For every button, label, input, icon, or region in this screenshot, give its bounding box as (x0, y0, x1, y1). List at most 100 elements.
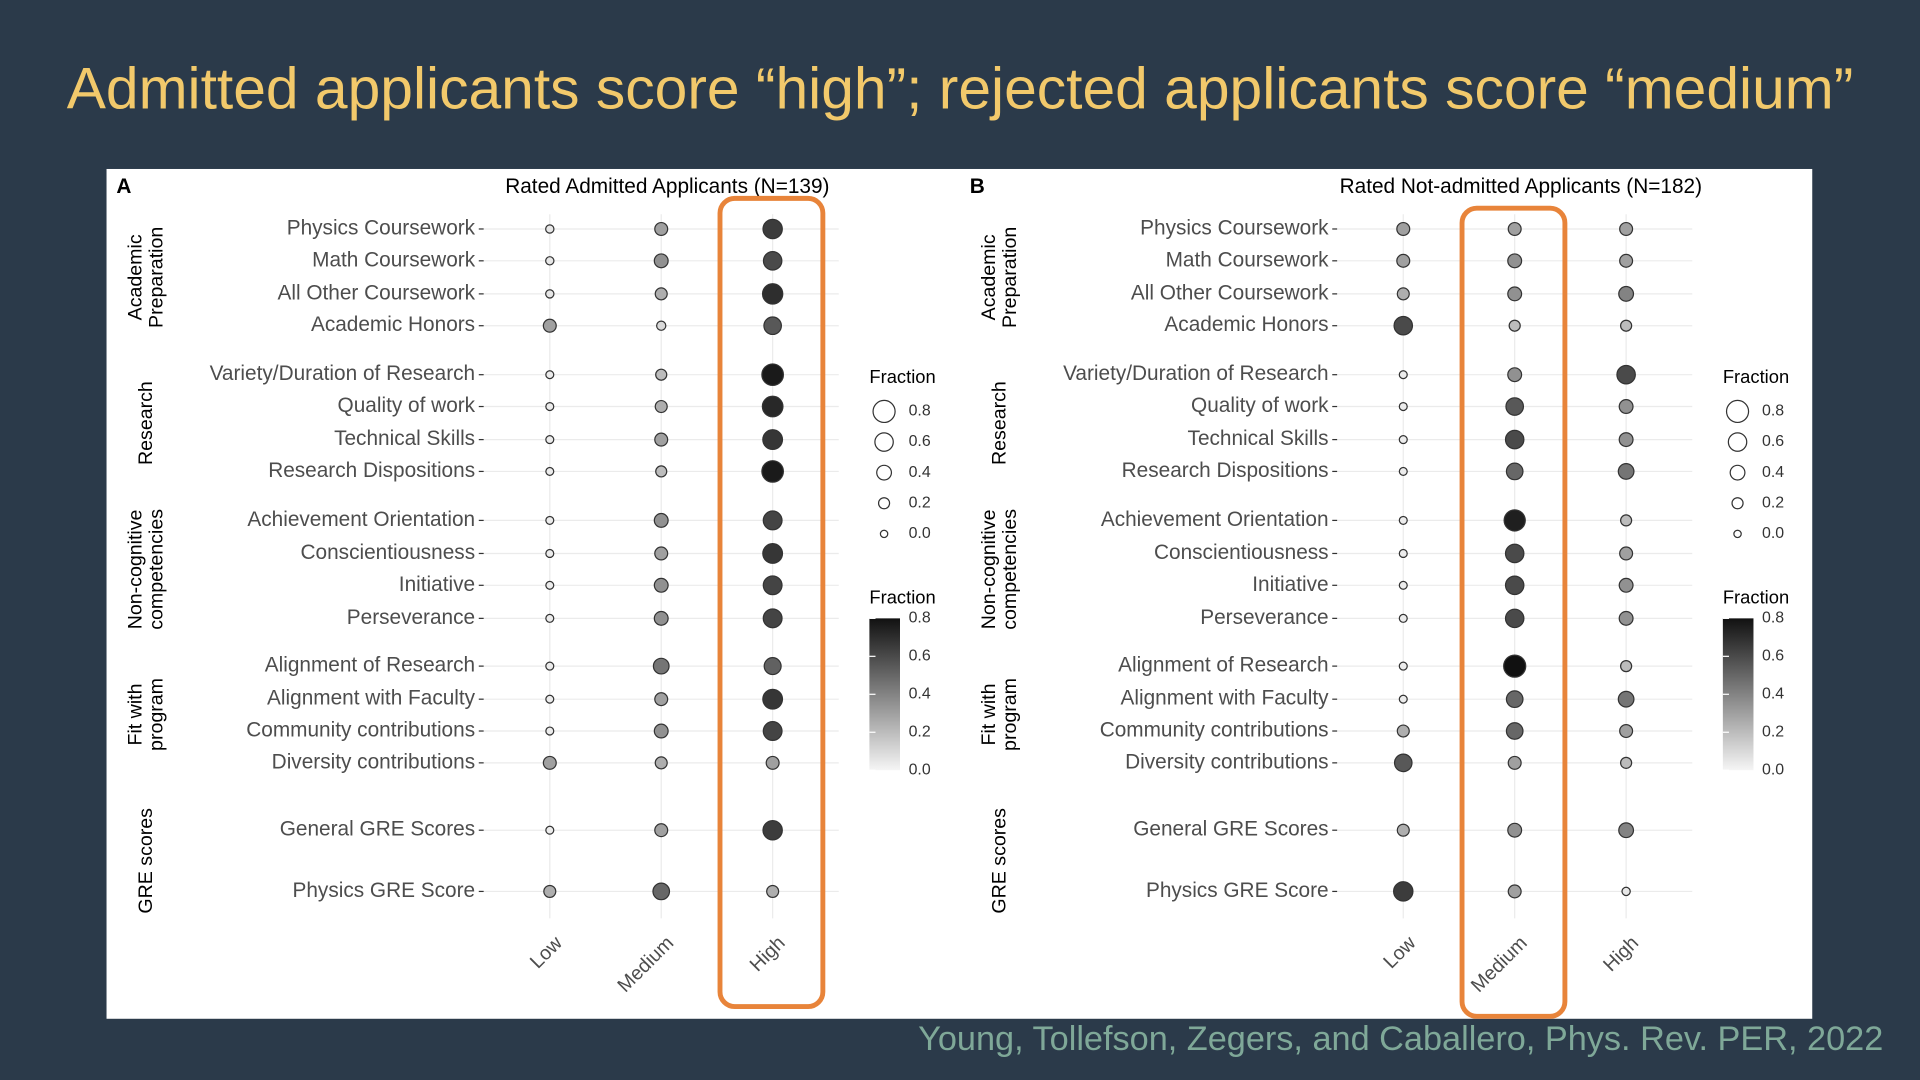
legend-title: Fraction (1723, 366, 1789, 387)
dot (1398, 515, 1408, 525)
dot (654, 287, 668, 301)
row-label: Alignment of Research (265, 654, 475, 677)
row-label: Academic Honors (1164, 313, 1328, 336)
dot (1617, 690, 1635, 708)
dot (1393, 753, 1413, 773)
dot (766, 884, 780, 899)
dot (1393, 315, 1414, 336)
dot (545, 661, 555, 671)
legend-label: 0.2 (909, 723, 931, 740)
dot (1619, 546, 1634, 561)
dot (654, 399, 668, 414)
dot (654, 692, 669, 707)
dot (1504, 429, 1525, 450)
dot (652, 882, 671, 901)
legend-label: 0.4 (909, 464, 931, 481)
chart: B Rated Not-admitted Applicants (N=182) Ph… (970, 175, 1789, 1019)
dot (545, 694, 555, 704)
legend-label: 0.4 (1762, 464, 1784, 481)
dot (1618, 610, 1634, 626)
dot (545, 548, 555, 559)
dot (1393, 881, 1414, 902)
row-label: Quality of work (338, 394, 476, 417)
row-label: Variety/Duration of Research (210, 362, 475, 385)
legend-size-key (1733, 529, 1742, 539)
chart-title: Rated Admitted Applicants (N=139) (505, 175, 829, 198)
group-label: Research (135, 381, 157, 465)
row-label: Diversity contributions (272, 750, 475, 773)
dot (545, 224, 555, 234)
dot (653, 512, 669, 528)
legend-size-key (1731, 497, 1744, 510)
row-label: Research Dispositions (1122, 459, 1329, 482)
dot (1507, 367, 1523, 383)
legend-label: 0.4 (909, 685, 931, 702)
dot (1507, 221, 1522, 237)
row-label: Achievement Orientation (1101, 508, 1329, 531)
dot (762, 251, 783, 271)
legend-label: 0.6 (909, 648, 931, 665)
citation: Young, Tollefson, Zegers, and Caballero,… (918, 1020, 1883, 1058)
dot (1507, 884, 1522, 899)
legend-label: 0.2 (909, 494, 931, 511)
row-label: Perseverance (347, 606, 475, 629)
group-label: Preparation (146, 227, 168, 328)
chart: A Rated Admitted Applicants (N=139) Physic… (116, 175, 936, 1009)
highlight-box (1459, 205, 1568, 1019)
dot (654, 823, 669, 838)
dot (1398, 661, 1408, 671)
dot (1507, 822, 1523, 838)
dot (653, 610, 669, 626)
dot (762, 688, 784, 710)
dot (1621, 886, 1631, 897)
dot (545, 289, 555, 299)
dot (656, 320, 667, 331)
row-label: Alignment with Faculty (1121, 687, 1330, 710)
dot (542, 318, 557, 333)
dot (653, 253, 669, 269)
legend-size-key (877, 497, 891, 510)
legend-label: 0.0 (909, 761, 931, 778)
dot (1398, 401, 1408, 412)
dot (652, 657, 670, 675)
dot (1618, 432, 1634, 448)
legend-label: 0.0 (1762, 761, 1784, 778)
row-label: Initiative (1252, 573, 1328, 596)
dot (1504, 575, 1525, 596)
group-label: program (146, 678, 168, 751)
row-label: Initiative (399, 573, 475, 596)
slide-title: Admitted applicants score “high”; reject… (67, 57, 1854, 122)
dot (1619, 723, 1634, 739)
dot (1616, 364, 1636, 385)
row-label: Research Dispositions (268, 459, 475, 482)
legend-label: 0.8 (909, 610, 931, 627)
legend-size-key (872, 399, 896, 424)
row-label: General GRE Scores (1133, 818, 1328, 841)
chart-title: Rated Not-admitted Applicants (N=182) (1340, 175, 1702, 198)
legend-size-key (874, 432, 894, 452)
row-label: Conscientiousness (1154, 541, 1329, 564)
row-label: Alignment with Faculty (267, 687, 476, 710)
group-label: Fit with (978, 683, 1000, 745)
dot (1620, 660, 1633, 673)
legend-title: Fraction (869, 366, 935, 387)
dot (545, 613, 555, 623)
row-label: Physics GRE Score (1146, 879, 1329, 902)
dot (1507, 755, 1522, 770)
legend-label: 0.6 (1762, 433, 1784, 450)
dot (762, 218, 783, 240)
dot (545, 515, 555, 525)
dot (653, 577, 669, 593)
dot (654, 432, 669, 447)
row-label: Academic Honors (311, 313, 475, 336)
group-label: program (999, 678, 1021, 751)
dot (1618, 577, 1634, 593)
dot (654, 221, 669, 237)
dot (654, 756, 668, 770)
dot (1398, 548, 1408, 559)
legend-title: Fraction (869, 587, 935, 608)
dot (1504, 608, 1525, 629)
row-label: Diversity contributions (1125, 750, 1328, 773)
figure-panel (106, 168, 1813, 1019)
dot (1396, 724, 1410, 738)
